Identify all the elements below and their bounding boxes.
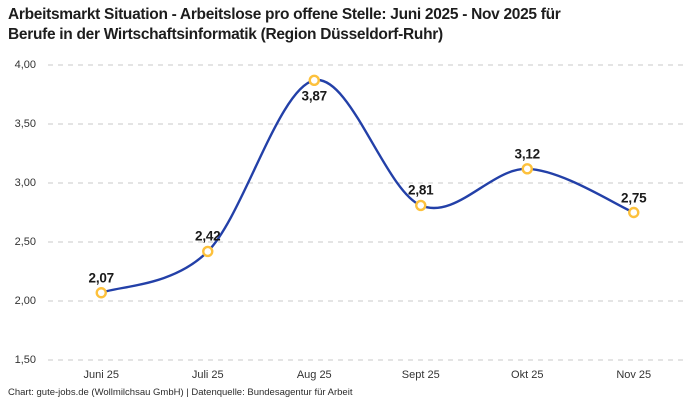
y-tick-label: 2,00 <box>14 295 36 307</box>
data-point-marker <box>95 287 107 299</box>
y-tick-label: 2,50 <box>14 236 36 248</box>
chart-credit-footer: Chart: gute-jobs.de (Wollmilchsau GmbH) … <box>8 387 353 398</box>
x-tick-label: Juli 25 <box>191 369 224 381</box>
y-tick-label: 1,50 <box>14 354 36 366</box>
chart-title: Arbeitsmarkt Situation - Arbeitslose pro… <box>8 5 694 45</box>
chart-title-line-1: Arbeitsmarkt Situation - Arbeitslose pro… <box>8 6 561 23</box>
data-point-marker <box>415 199 427 212</box>
data-point-label: 2,07 <box>88 270 115 286</box>
chart-title-line-2: Berufe in der Wirtschaftsinformatik (Reg… <box>8 26 443 43</box>
x-tick-label: Nov 25 <box>616 369 652 381</box>
x-tick-label: Aug 25 <box>296 369 332 381</box>
y-tick-label: 3,00 <box>14 177 36 189</box>
y-tick-label: 3,50 <box>14 118 36 130</box>
data-point-label: 2,81 <box>408 182 434 198</box>
data-point-marker <box>202 245 214 258</box>
data-point-marker <box>628 206 640 219</box>
data-point-label: 3,87 <box>301 88 328 104</box>
data-point-label: 3,12 <box>514 146 541 162</box>
data-point-marker <box>521 163 533 175</box>
series-line <box>100 79 635 294</box>
data-point-marker <box>308 74 320 87</box>
x-tick-label: Okt 25 <box>511 369 544 381</box>
data-point-label: 2,75 <box>621 190 647 205</box>
x-tick-label: Sept 25 <box>401 369 440 381</box>
y-tick-label: 4,00 <box>14 59 36 71</box>
x-tick-label: Juni 25 <box>83 369 119 381</box>
data-point-label: 2,42 <box>195 228 221 244</box>
